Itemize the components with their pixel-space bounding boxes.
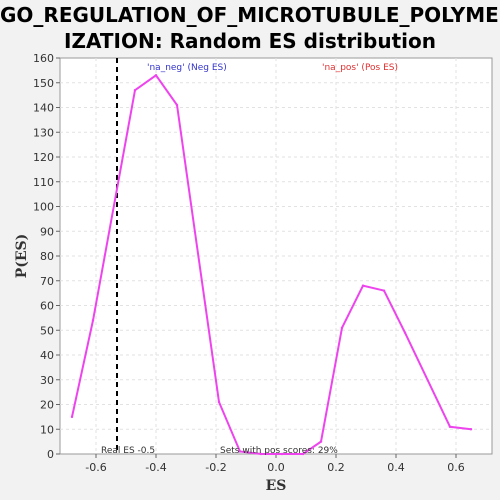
x-axis-label: ES <box>266 478 287 494</box>
series-point <box>238 450 242 453</box>
legend-neg-label: 'na_neg' (Neg ES) <box>147 63 227 73</box>
pos-scores-label: Sets with pos scores: 29% <box>220 446 338 456</box>
series-point <box>175 103 179 107</box>
y-tick-label: 160 <box>33 52 54 65</box>
series-point <box>154 74 158 77</box>
x-tick-label: 0.0 <box>267 461 285 474</box>
x-axis: -0.6 -0.4 -0.2 0.0 0.2 0.4 0.6 <box>85 454 465 474</box>
series-point <box>301 452 305 456</box>
real-es-label: Real ES -0.5 <box>101 446 155 456</box>
y-axis-label: P(ES) <box>14 234 30 279</box>
x-tick-label: 0.6 <box>447 461 465 474</box>
series-point <box>217 400 221 404</box>
series-point <box>133 88 137 92</box>
chart-title: GO_REGULATION_OF_MICROTUBULE_POLYMER IZA… <box>0 2 500 54</box>
series-point <box>259 452 263 456</box>
x-tick-label: -0.2 <box>205 461 226 474</box>
series-point <box>280 452 284 456</box>
series-point <box>361 284 365 287</box>
series-point <box>469 428 473 431</box>
y-tick-label: 0 <box>47 448 54 461</box>
y-tick-label: 90 <box>40 225 54 238</box>
y-tick-label: 120 <box>33 151 54 164</box>
series-points <box>70 74 473 456</box>
x-tick-label: 0.2 <box>327 461 345 474</box>
series-point <box>382 289 386 292</box>
y-tick-label: 60 <box>40 300 54 313</box>
y-tick-label: 140 <box>33 102 54 115</box>
series-point <box>448 425 452 428</box>
series-point <box>403 331 407 334</box>
x-tick-label: -0.6 <box>85 461 106 474</box>
y-tick-label: 100 <box>33 201 54 214</box>
y-tick-label: 130 <box>33 126 54 139</box>
series-point <box>70 415 74 419</box>
y-tick-label: 70 <box>40 275 54 288</box>
grid-lines <box>60 58 492 454</box>
y-tick-label: 110 <box>33 176 54 189</box>
y-axis: 0 10 20 30 40 50 60 70 80 90 100 110 120 130 140 150 160 <box>33 52 60 461</box>
chart-title-line-2: IZATION: Random ES distribution <box>64 29 436 53</box>
series-point <box>340 326 344 329</box>
chart-title-line-1: GO_REGULATION_OF_MICROTUBULE_POLYMER <box>0 3 500 27</box>
x-tick-label: -0.4 <box>145 461 166 474</box>
y-tick-label: 150 <box>33 77 54 90</box>
y-tick-label: 10 <box>40 423 54 436</box>
series-point <box>319 440 323 443</box>
y-tick-label: 40 <box>40 349 54 362</box>
y-tick-label: 30 <box>40 374 54 387</box>
legend-pos-label: 'na_pos' (Pos ES) <box>322 63 398 73</box>
x-tick-label: 0.4 <box>387 461 405 474</box>
y-tick-label: 20 <box>40 399 54 412</box>
series-point <box>91 319 95 322</box>
y-tick-label: 80 <box>40 250 54 263</box>
y-tick-label: 50 <box>40 324 54 337</box>
